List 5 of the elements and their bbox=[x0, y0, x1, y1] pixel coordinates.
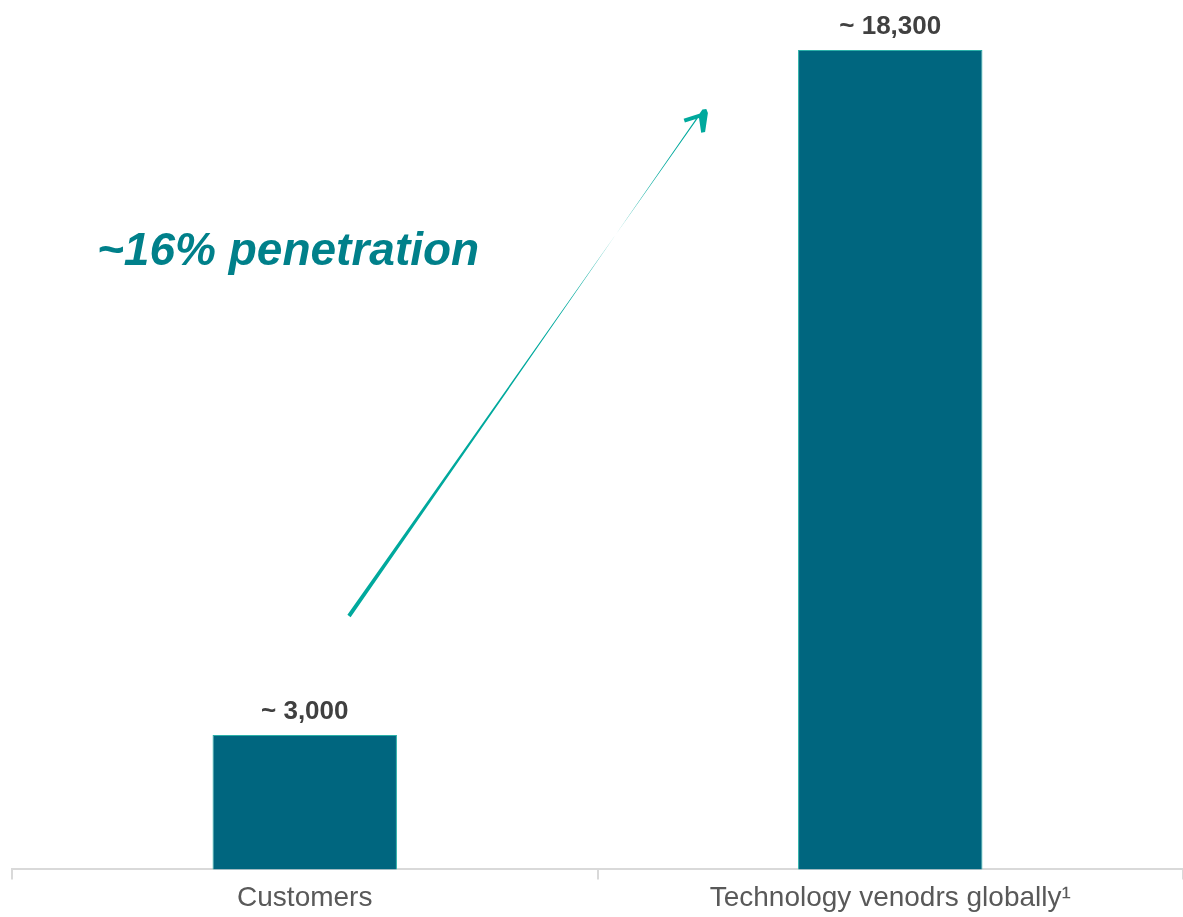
data-label: ~ 18,300 bbox=[839, 10, 942, 41]
x-tick-label: Customers bbox=[237, 880, 373, 912]
x-tick-label: Technology venodrs globally¹ bbox=[709, 880, 1071, 912]
annotation: ~16% penetration bbox=[97, 222, 480, 276]
data-label: ~ 3,000 bbox=[261, 695, 349, 726]
